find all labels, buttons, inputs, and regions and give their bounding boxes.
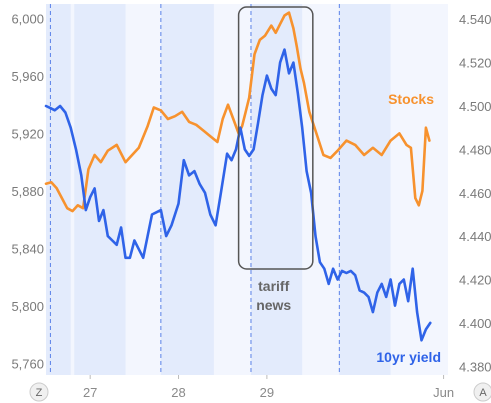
left-tick-label-5: 5,960 [11, 69, 44, 84]
right-tick-label-0: 4.380 [459, 359, 491, 374]
right-tick-label-4: 4.460 [459, 186, 491, 201]
left-tick-label-3: 5,880 [11, 184, 44, 199]
session-band-4 [339, 4, 391, 375]
series-lines [44, 11, 432, 342]
left-tick-label-0: 5,760 [11, 356, 44, 371]
right-tick-label-5: 4.480 [459, 142, 491, 157]
right-tick-label-1: 4.400 [459, 316, 491, 331]
series-label-yield: 10yr yield [376, 349, 441, 365]
left-tick-label-4: 5,920 [11, 126, 44, 141]
zoom-button[interactable]: Z [29, 382, 49, 402]
session-dividers [49, 4, 340, 375]
annotation-box [237, 6, 314, 270]
annotation-text-line2: news [256, 297, 291, 313]
session-band-3 [250, 4, 303, 375]
session-bands [46, 4, 448, 375]
left-tick-label-1: 5,800 [11, 299, 44, 314]
auto-button[interactable]: A [473, 382, 491, 402]
right-tick-label-8: 4.540 [459, 12, 491, 27]
right-tick-label-6: 4.500 [459, 99, 491, 114]
zoom-button-label: Z [36, 387, 43, 399]
right-tick-label-3: 4.440 [459, 229, 491, 244]
auto-button-label: A [479, 387, 487, 399]
session-band-2 [160, 4, 214, 375]
annotation-text-line1: tariff [258, 278, 289, 294]
right-tick-label-7: 4.520 [459, 56, 491, 71]
series-label-stocks: Stocks [388, 91, 434, 107]
left-tick-label-6: 6,000 [11, 11, 44, 26]
right-tick-label-2: 4.420 [459, 273, 491, 288]
series-line-stocks [44, 11, 431, 213]
x-axis-ticks: 27 28 29 Jun [83, 375, 454, 400]
series-line-yield [44, 48, 432, 342]
right-axis-ticks: 4.380 4.400 4.420 4.440 4.460 4.480 4.500 4.520… [459, 12, 491, 374]
left-axis-ticks: 5,760 5,800 5,840 5,880 5,920 5,960 6,000 [11, 11, 44, 371]
x-tick-label-3: Jun [433, 385, 454, 400]
left-tick-label-2: 5,840 [11, 241, 44, 256]
x-tick-label-1: 28 [171, 385, 185, 400]
x-tick-label-0: 27 [83, 385, 97, 400]
x-tick-label-2: 29 [260, 385, 274, 400]
